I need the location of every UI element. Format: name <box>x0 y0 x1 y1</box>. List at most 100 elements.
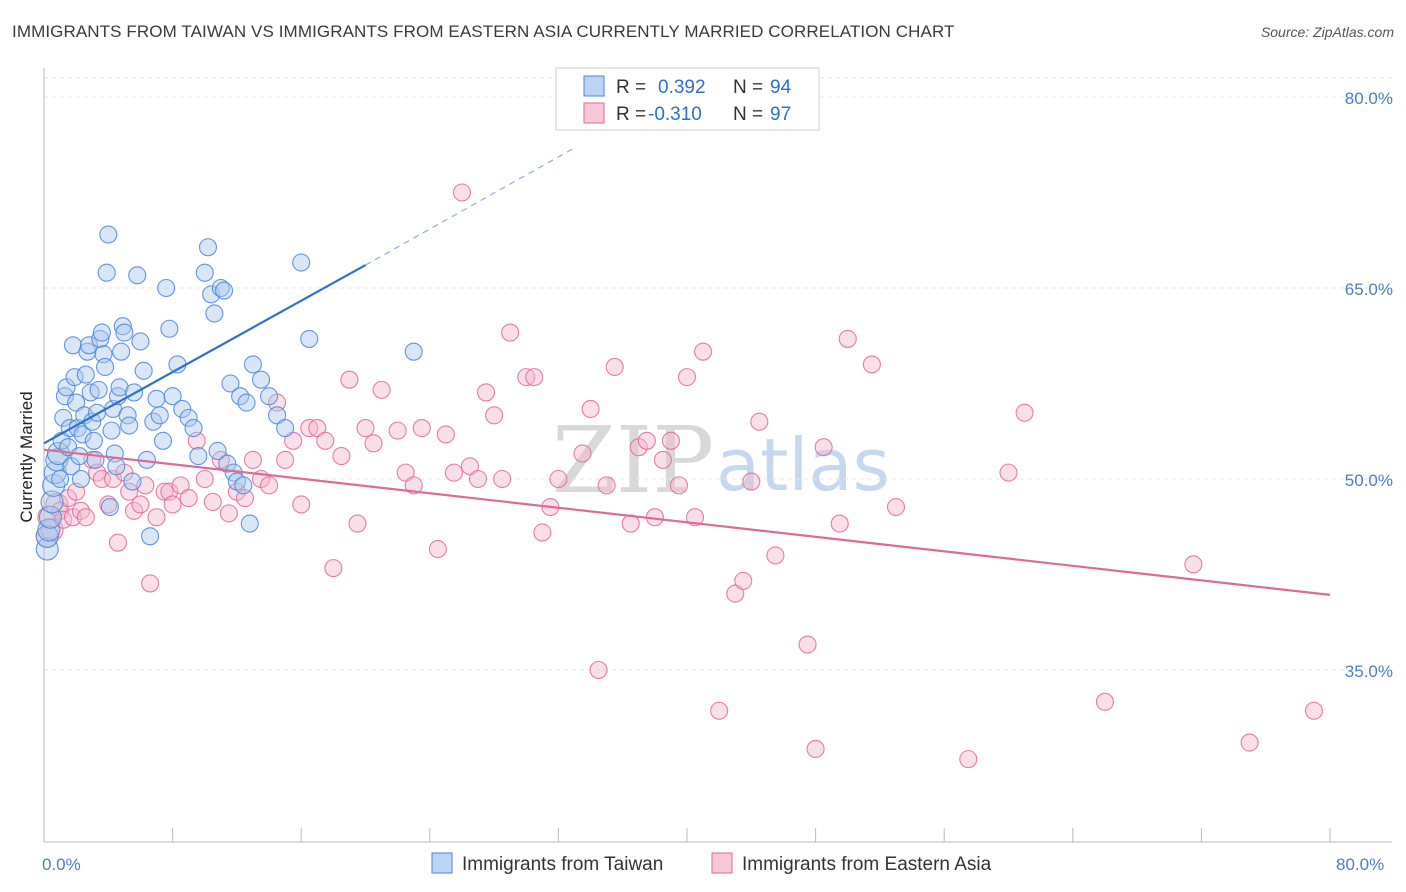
taiwan-point-4 <box>40 490 64 514</box>
eastern-asia-point-49 <box>348 514 367 533</box>
legend-pink-n-value: 97 <box>770 104 791 125</box>
taiwan-point-48 <box>113 317 132 336</box>
taiwan-point-93 <box>404 342 423 361</box>
taiwan-point-89 <box>268 406 287 425</box>
taiwan-point-41 <box>102 421 121 440</box>
eastern-asia-point-36 <box>243 450 263 469</box>
taiwan-point-68 <box>179 408 198 427</box>
eastern-asia-point-44 <box>308 419 327 438</box>
taiwan-point-74 <box>205 304 224 323</box>
taiwan-point-49 <box>115 323 134 342</box>
eastern-asia-point-61 <box>460 457 480 476</box>
eastern-asia-point-97 <box>838 329 857 348</box>
taiwan-point-64 <box>160 319 179 338</box>
taiwan-point-92 <box>300 329 319 348</box>
eastern-asia-point-22 <box>141 574 160 593</box>
eastern-asia-point-46 <box>324 559 343 578</box>
eastern-asia-point-50 <box>356 419 375 438</box>
taiwan-point-9 <box>51 469 70 489</box>
eastern-asia-point-82 <box>661 431 680 450</box>
eastern-asia-point-16 <box>108 533 127 552</box>
legend-blue-n-label: N = <box>733 77 763 98</box>
eastern-asia-point-74 <box>589 660 608 680</box>
eastern-asia-point-91 <box>750 412 769 431</box>
eastern-asia-point-75 <box>597 476 616 495</box>
taiwan-point-11 <box>54 408 73 427</box>
eastern-asia-trendline <box>43 448 1331 596</box>
x-tick-labels: 0.0% 80.0% <box>42 855 1384 874</box>
taiwan-point-52 <box>123 472 142 491</box>
eastern-asia-point-51 <box>364 434 383 453</box>
eastern-asia-point-10 <box>76 508 95 527</box>
eastern-asia-point-72 <box>573 444 592 463</box>
eastern-asia-point-48 <box>340 370 359 389</box>
eastern-asia-point-69 <box>533 523 552 542</box>
eastern-asia-point-57 <box>428 539 447 559</box>
eastern-asia-point-93 <box>798 635 817 654</box>
taiwan-point-12 <box>55 387 74 406</box>
watermark-atlas: atlas <box>716 423 890 507</box>
eastern-asia-point-38 <box>259 476 279 495</box>
legend-blue-n-value: 94 <box>770 77 792 98</box>
legend-pink-r-value: -0.310 <box>648 104 702 125</box>
y-tick-label-1: 50.0% <box>1345 471 1393 490</box>
eastern-asia-point-68 <box>525 368 544 387</box>
taiwan-point-55 <box>131 332 150 351</box>
y-tick-label-3: 80.0% <box>1345 89 1393 108</box>
taiwan-point-78 <box>218 454 237 473</box>
x-tick-label-max: 80.0% <box>1336 855 1384 874</box>
taiwan-point-56 <box>134 361 153 380</box>
trendlines <box>43 147 1331 596</box>
taiwan-point-27 <box>79 336 99 355</box>
taiwan-point-25 <box>76 365 95 384</box>
eastern-asia-point-85 <box>685 508 705 527</box>
taiwan-point-0 <box>35 537 59 561</box>
eastern-asia-point-62 <box>468 469 488 489</box>
eastern-asia-point-33 <box>219 504 238 523</box>
eastern-asia-point-58 <box>436 425 455 444</box>
taiwan-point-67 <box>173 399 192 419</box>
eastern-asia-point-27 <box>171 476 190 495</box>
y-axis-title: Currently Married <box>17 391 36 522</box>
eastern-asia-point-87 <box>710 701 729 720</box>
bottom-legend-pink-label: Immigrants from Eastern Asia <box>742 854 992 875</box>
eastern-asia-point-71 <box>549 469 568 489</box>
chart-title: IMMIGRANTS FROM TAIWAN VS IMMIGRANTS FRO… <box>12 22 955 41</box>
eastern-asia-point-56 <box>412 419 431 438</box>
eastern-asia-point-59 <box>444 463 463 482</box>
taiwan-point-39 <box>99 225 118 244</box>
taiwan-point-18 <box>65 368 84 387</box>
eastern-asia-point-28 <box>179 489 198 508</box>
taiwan-point-88 <box>259 387 279 406</box>
eastern-asia-point-64 <box>485 406 504 425</box>
series-eastern-asia-points <box>35 183 1323 769</box>
y-tick-labels: 35.0% 50.0% 65.0% 80.0% <box>1345 89 1393 681</box>
taiwan-point-38 <box>97 263 116 282</box>
eastern-asia-point-24 <box>155 482 174 501</box>
eastern-asia-point-94 <box>806 739 825 758</box>
legend-blue-swatch <box>583 75 605 97</box>
taiwan-point-79 <box>221 374 240 393</box>
taiwan-point-34 <box>91 329 110 348</box>
axes <box>43 68 1392 843</box>
eastern-asia-point-86 <box>694 342 713 361</box>
taiwan-point-40 <box>100 497 119 517</box>
eastern-asia-point-98 <box>862 355 881 374</box>
taiwan-point-51 <box>120 416 139 435</box>
y-tick-label-2: 65.0% <box>1345 280 1393 299</box>
taiwan-point-71 <box>195 263 214 282</box>
eastern-asia-point-23 <box>147 508 166 527</box>
eastern-asia-point-55 <box>404 476 423 495</box>
taiwan-point-37 <box>96 357 115 376</box>
taiwan-point-35 <box>92 323 111 342</box>
eastern-asia-point-106 <box>1240 733 1259 752</box>
eastern-asia-point-26 <box>163 495 182 514</box>
eastern-asia-point-95 <box>814 438 833 457</box>
legend-blue-r-label: R = <box>616 77 646 98</box>
taiwan-point-91 <box>292 253 311 272</box>
eastern-asia-point-65 <box>493 469 512 489</box>
eastern-asia-point-63 <box>477 383 496 402</box>
taiwan-point-72 <box>198 238 218 257</box>
eastern-asia-point-90 <box>742 472 761 491</box>
